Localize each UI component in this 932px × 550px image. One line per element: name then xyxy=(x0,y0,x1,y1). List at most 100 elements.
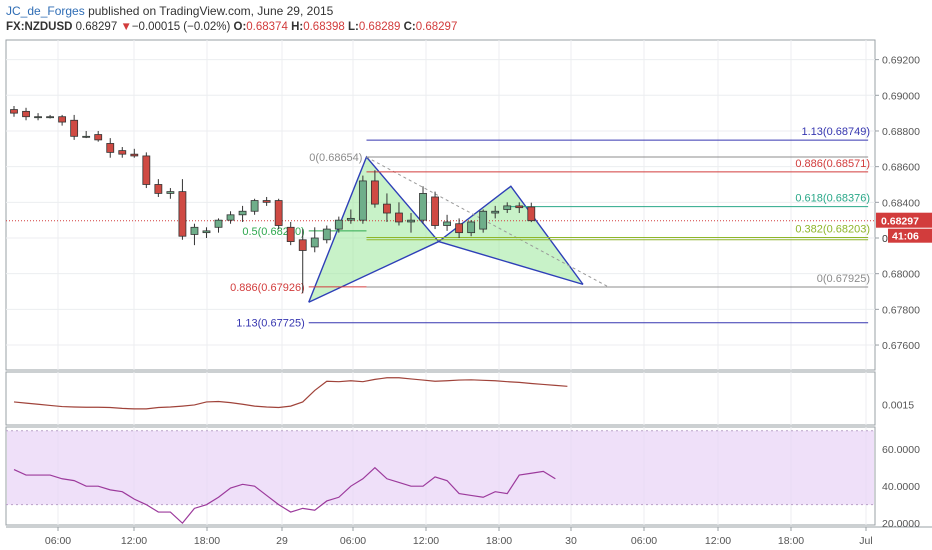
candle-body xyxy=(82,135,91,138)
x-tick-label: 30 xyxy=(565,535,577,547)
x-tick-label: 06:00 xyxy=(340,535,366,547)
candle-body xyxy=(419,193,427,221)
x-tick-label: 18:00 xyxy=(778,535,804,547)
candle-body xyxy=(322,228,331,241)
candle-body xyxy=(142,155,151,185)
low-label: L: xyxy=(347,21,359,33)
high-value: 0.68398 xyxy=(303,21,345,33)
symbol-label[interactable]: FX:NZDUSD xyxy=(6,21,73,33)
candle-body xyxy=(190,226,199,235)
y-tick-label: 0.68400 xyxy=(882,197,920,209)
chart-frame xyxy=(5,39,932,528)
candle-body xyxy=(310,237,319,248)
candle-body xyxy=(94,134,103,141)
candle-body xyxy=(178,191,187,237)
candle-body xyxy=(503,205,512,210)
pattern-triangle-1 xyxy=(308,157,439,303)
candle-body xyxy=(262,200,271,203)
fib-label: 0.886(0.67926) xyxy=(230,282,305,294)
publish-line: JC_de_Forges published on TradingView.co… xyxy=(6,4,333,18)
last-price: 0.68297 xyxy=(75,21,118,33)
y-tick-label: 0.68000 xyxy=(882,269,920,281)
oscillator-2 xyxy=(6,430,875,525)
countdown-text: 41:06 xyxy=(892,231,919,243)
candle-body xyxy=(346,217,355,221)
candle-body xyxy=(443,221,451,226)
fib-label: 0(0.67925) xyxy=(817,273,870,285)
candle-body xyxy=(130,153,139,157)
fib-label: 1.13(0.67725) xyxy=(236,318,305,330)
x-tick-label: 12:00 xyxy=(121,535,147,547)
candle-body xyxy=(226,214,235,221)
x-tick-label: 29 xyxy=(276,535,288,547)
x-tick-label: 18:00 xyxy=(486,535,512,547)
y-tick-label: 0.69000 xyxy=(882,90,920,102)
candle-body xyxy=(106,143,115,153)
x-tick-label: Jul xyxy=(859,535,872,547)
y-tick-label-partial: 0. xyxy=(882,233,891,245)
pattern-bd-line xyxy=(438,240,584,286)
close-label: C: xyxy=(403,21,416,33)
down-arrow-icon: ▼ xyxy=(120,21,132,33)
candle-body xyxy=(407,219,415,223)
candle-body xyxy=(22,110,30,118)
pane-frame-2 xyxy=(5,371,876,426)
candle-body xyxy=(202,230,211,234)
x-tick-label: 06:00 xyxy=(631,535,657,547)
y-tick-label: 0.67800 xyxy=(882,304,920,316)
oscillator-band xyxy=(7,430,874,505)
open-value: 0.68374 xyxy=(246,21,288,33)
candle-body xyxy=(334,219,343,230)
candle-body xyxy=(431,196,439,226)
candle-body xyxy=(238,210,247,216)
candle-body xyxy=(46,116,54,119)
author-link[interactable]: JC_de_Forges xyxy=(6,4,85,18)
pane-frame-3 xyxy=(5,426,876,526)
y-tick-label: 0.69200 xyxy=(882,55,920,67)
low-value: 0.68289 xyxy=(358,21,401,33)
grid-lines xyxy=(6,40,875,525)
candle-body xyxy=(154,184,163,194)
axes: 0.69200 0.69000 0.68800 0.68600 0.68400 0.682… xyxy=(45,55,932,547)
candle-body xyxy=(491,210,500,214)
candle-body xyxy=(118,150,127,155)
fib-levels[interactable]: 0(0.68654) 0.5(0.68240) 0.886(0.67926) 1.13… xyxy=(6,126,875,330)
y-tick-label: 0.68600 xyxy=(882,162,920,174)
candle-body xyxy=(370,180,379,205)
candle-body xyxy=(34,116,42,119)
osc2-tick-label: 60.0000 xyxy=(882,444,920,456)
change-value: −0.00015 (−0.02%) xyxy=(131,21,231,33)
open-label: O: xyxy=(233,21,247,33)
fib-label: 0(0.68654) xyxy=(309,152,362,164)
countdown-badge xyxy=(888,228,932,243)
y-tick-label: 0.68800 xyxy=(882,126,920,138)
candle-body xyxy=(10,109,18,114)
close-value: 0.68297 xyxy=(415,21,458,33)
candle-body xyxy=(358,180,367,221)
chart-header: JC_de_Forges published on TradingView.co… xyxy=(0,0,932,40)
candle-body xyxy=(383,203,391,214)
candles xyxy=(10,106,536,294)
candle-body xyxy=(58,116,67,123)
y-tick-label: 0.67600 xyxy=(882,340,920,352)
candle-body xyxy=(70,119,79,137)
high-label: H: xyxy=(291,21,304,33)
oscillator-2-line xyxy=(13,466,556,525)
fib-label: 0.5(0.68240) xyxy=(242,226,304,238)
fib-label: 0.886(0.68571) xyxy=(795,158,870,170)
candle-body xyxy=(479,210,488,230)
last-price-badge-text: 0.68297 xyxy=(881,216,919,228)
candle-body xyxy=(395,212,403,223)
published-text: published on TradingView.com, June 29, 2… xyxy=(88,4,334,18)
x-tick-label: 18:00 xyxy=(194,535,220,547)
candle-body xyxy=(166,191,175,194)
candle-body xyxy=(298,239,307,251)
oscillator-1 xyxy=(13,377,568,410)
pane-frame-1 xyxy=(5,39,876,371)
pattern-triangle-2 xyxy=(438,186,584,285)
candle-body xyxy=(214,219,223,228)
oscillator-1-line xyxy=(13,377,568,410)
candle-body xyxy=(515,205,524,209)
pattern-xb-line xyxy=(308,240,439,303)
